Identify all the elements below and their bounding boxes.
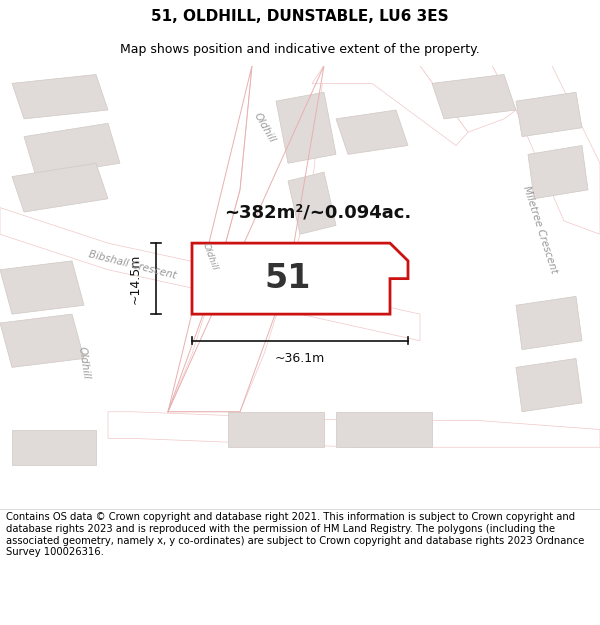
Text: Oldhill: Oldhill	[201, 241, 219, 271]
Polygon shape	[516, 359, 582, 412]
Polygon shape	[336, 110, 408, 154]
Polygon shape	[492, 66, 600, 234]
Polygon shape	[276, 92, 336, 163]
Text: Bibshall Crescent: Bibshall Crescent	[87, 249, 177, 281]
Text: 51: 51	[265, 262, 311, 295]
Polygon shape	[432, 74, 516, 119]
Polygon shape	[420, 66, 516, 132]
Text: Oldhill: Oldhill	[251, 111, 277, 144]
Polygon shape	[516, 296, 582, 349]
Text: ~382m²/~0.094ac.: ~382m²/~0.094ac.	[224, 203, 412, 221]
Polygon shape	[516, 92, 582, 137]
Polygon shape	[0, 314, 84, 368]
Polygon shape	[168, 66, 324, 412]
Polygon shape	[528, 146, 588, 199]
Polygon shape	[12, 74, 108, 119]
Text: Miletree Crescent: Miletree Crescent	[521, 185, 559, 275]
Polygon shape	[0, 261, 84, 314]
Polygon shape	[12, 429, 96, 465]
Text: 51, OLDHILL, DUNSTABLE, LU6 3ES: 51, OLDHILL, DUNSTABLE, LU6 3ES	[151, 9, 449, 24]
Polygon shape	[108, 412, 600, 447]
Text: ~36.1m: ~36.1m	[275, 352, 325, 365]
Polygon shape	[336, 412, 432, 447]
Polygon shape	[192, 243, 408, 314]
Polygon shape	[12, 163, 108, 212]
Polygon shape	[312, 66, 468, 146]
Polygon shape	[24, 123, 120, 176]
Polygon shape	[288, 172, 336, 234]
Polygon shape	[228, 412, 324, 447]
Text: Oldhill: Oldhill	[77, 346, 91, 380]
Polygon shape	[0, 208, 420, 341]
Text: ~14.5m: ~14.5m	[128, 254, 142, 304]
Text: Contains OS data © Crown copyright and database right 2021. This information is : Contains OS data © Crown copyright and d…	[6, 512, 584, 558]
Text: Map shows position and indicative extent of the property.: Map shows position and indicative extent…	[120, 42, 480, 56]
